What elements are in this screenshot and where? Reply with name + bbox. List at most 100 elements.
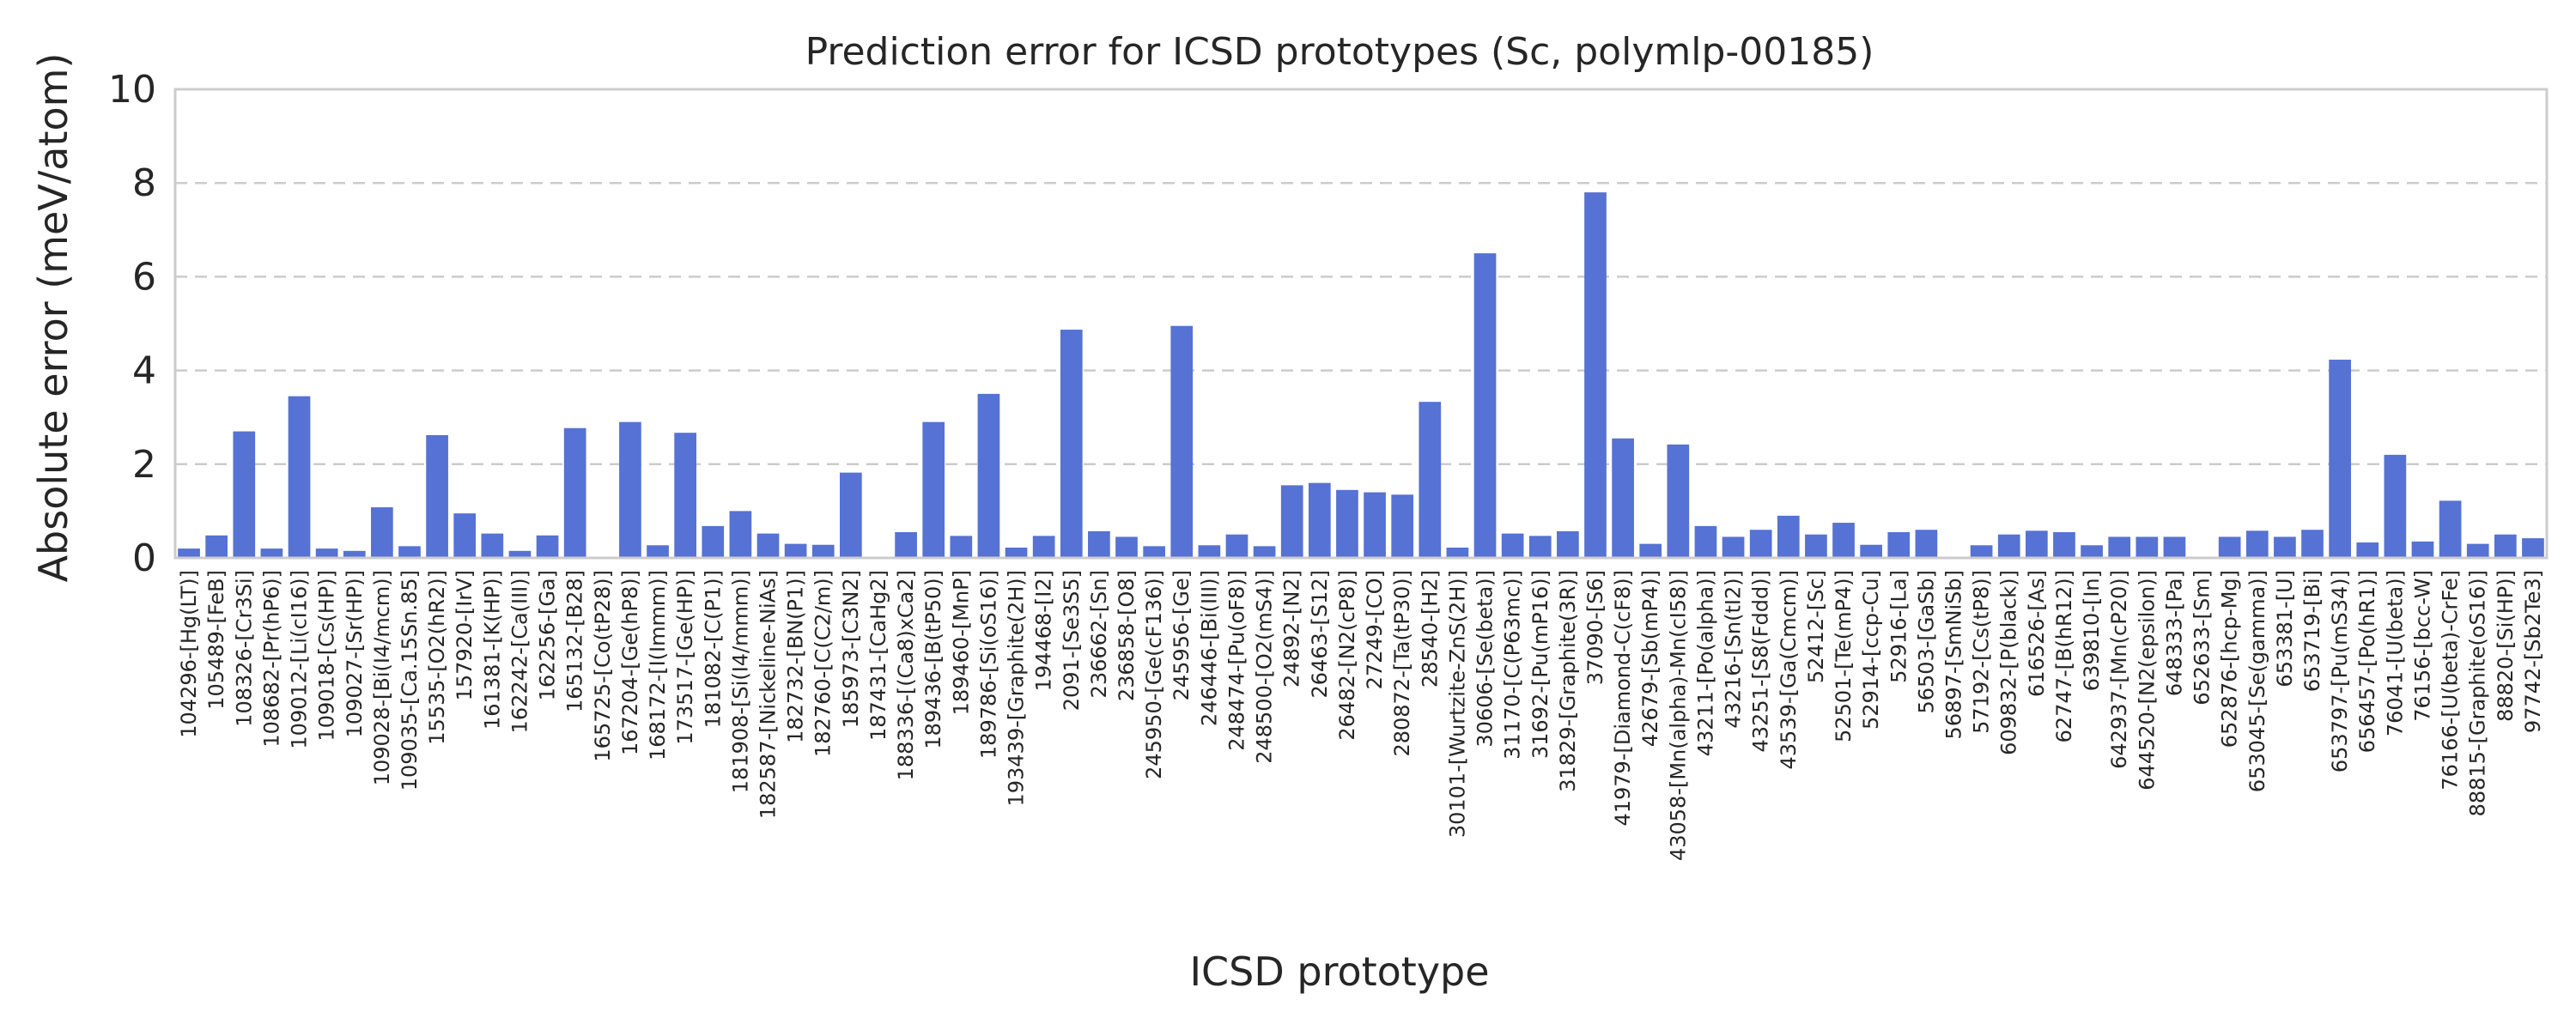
x-tick-label: 62747-[B(hR12)] xyxy=(2052,570,2076,742)
bar xyxy=(1088,530,1110,558)
x-tick-label: 642937-[Mn(cP20)] xyxy=(2107,570,2131,769)
x-tick-label: 109027-[Sr(HP)] xyxy=(343,570,367,737)
x-axis-ticks: 104296-[Hg(LT)] 105489-[FeB] 108326-[Cr3Si… xyxy=(177,570,2545,861)
bar xyxy=(2522,538,2544,558)
bar xyxy=(2494,534,2517,558)
bar xyxy=(288,396,311,558)
x-tick-label: 43058-[Mn(alpha)-Mn(cI58)] xyxy=(1666,570,1690,861)
bar xyxy=(343,550,366,558)
x-tick-label: 26482-[N2(cP8)] xyxy=(1335,570,1359,741)
bar xyxy=(1528,536,1552,558)
bar xyxy=(2081,545,2103,558)
bar xyxy=(2301,530,2324,558)
x-tick-label: 162256-[Ga] xyxy=(536,570,560,700)
bar xyxy=(508,550,532,558)
bar xyxy=(1446,547,1469,558)
bar xyxy=(315,548,338,558)
x-tick-label: 88820-[Si(HP)] xyxy=(2494,570,2518,722)
bar xyxy=(2218,536,2241,558)
bar xyxy=(784,543,807,558)
x-tick-label: 652633-[Sm] xyxy=(2190,570,2215,706)
x-tick-label: 108682-[Pr(hP6)] xyxy=(259,570,283,748)
bar xyxy=(674,433,696,558)
x-tick-label: 188336-[(Ca8)xCa2] xyxy=(894,570,918,780)
bars xyxy=(178,192,2544,558)
x-tick-label: 41979-[Diamond-C(cF8)] xyxy=(1611,570,1635,827)
x-tick-label: 187431-[CaHg2] xyxy=(866,570,890,741)
bar xyxy=(1997,534,2020,558)
x-tick-label: 27249-[CO] xyxy=(1363,570,1387,689)
bar xyxy=(1639,543,1662,558)
bar xyxy=(2163,536,2186,558)
x-tick-label: 182760-[C(C2/m)] xyxy=(811,570,835,757)
chart-title: Prediction error for ICSD prototypes (Sc… xyxy=(805,30,1874,74)
y-tick-label: 10 xyxy=(108,68,156,112)
plot-frame xyxy=(173,88,2549,560)
x-tick-label: 43216-[Sn(tI2)] xyxy=(1722,570,1746,729)
x-tick-label: 52916-[La] xyxy=(1886,570,1911,683)
x-tick-label: 653381-[U] xyxy=(2273,570,2297,688)
bar xyxy=(1777,515,1800,558)
x-tick-label: 76166-[U(beta)-CrFe] xyxy=(2439,570,2463,791)
x-tick-label: 88815-[Graphite(oS16)] xyxy=(2466,570,2490,816)
x-tick-label: 652876-[hcp-Mg] xyxy=(2218,570,2242,748)
bar xyxy=(563,427,586,558)
bar xyxy=(2274,536,2296,558)
bar xyxy=(895,531,917,558)
bar xyxy=(1225,534,1249,558)
x-tick-label: 193439-[Graphite(2H)] xyxy=(1005,570,1029,807)
bar xyxy=(1198,545,1221,558)
bar xyxy=(811,544,835,558)
x-tick-label: 189786-[Si(oS16)] xyxy=(976,570,1000,759)
x-tick-label: 97742-[Sb2Te3] xyxy=(2521,570,2545,733)
x-tick-label: 26463-[S12] xyxy=(1308,570,1332,699)
bar xyxy=(950,536,973,558)
x-tick-label: 24892-[N2] xyxy=(1280,570,1304,688)
bar xyxy=(702,525,725,558)
x-tick-label: 57192-[Cs(tP8)] xyxy=(1970,570,1994,734)
x-tick-label: 28540-[H2] xyxy=(1418,570,1442,688)
x-tick-label: 168172-[I(Immm)] xyxy=(646,570,670,760)
x-tick-label: 189460-[MnP] xyxy=(949,570,973,715)
x-tick-label: 182587-[Nickeline-NiAs] xyxy=(756,570,781,819)
x-tick-label: 42679-[Sb(mP4)] xyxy=(1638,570,1662,747)
x-tick-label: 236858-[O8] xyxy=(1115,570,1139,701)
x-tick-label: 181908-[Si(I4/mmm)] xyxy=(728,570,752,793)
bar xyxy=(1253,546,1276,558)
x-tick-label: 43251-[S8(Fddd)] xyxy=(1749,570,1773,752)
bar xyxy=(1005,547,1028,558)
x-tick-label: 105489-[FeB] xyxy=(204,570,228,710)
x-tick-label: 280872-[Ta(tP30)] xyxy=(1390,570,1414,757)
x-tick-label: 616526-[As] xyxy=(2025,570,2049,697)
bar xyxy=(756,533,780,558)
x-tick-label: 653797-[Pu(mS34)] xyxy=(2328,570,2352,772)
x-tick-label: 653045-[Se(gamma)] xyxy=(2245,570,2269,792)
x-tick-label: 76041-[U(beta)] xyxy=(2383,570,2407,736)
bar xyxy=(1336,489,1358,558)
x-tick-label: 173517-[Ge(HP)] xyxy=(673,570,697,745)
x-tick-label: 236662-[Sn] xyxy=(1087,570,1111,698)
x-tick-label: 245950-[Ge(cF136)] xyxy=(1142,570,1166,779)
bar xyxy=(1584,192,1607,558)
gridlines xyxy=(175,181,2547,466)
bar xyxy=(2136,536,2159,558)
bar xyxy=(371,507,393,558)
bar xyxy=(1419,402,1442,558)
x-tick-label: 157920-[IrV] xyxy=(453,570,477,700)
bar xyxy=(1143,546,1165,558)
bar xyxy=(2245,530,2269,558)
bar xyxy=(1032,536,1055,558)
bar xyxy=(2053,531,2075,558)
x-tick-label: 15535-[O2(hR2)] xyxy=(425,570,449,745)
x-tick-label: 181082-[C(P1)] xyxy=(701,570,725,728)
bar xyxy=(2411,541,2434,558)
bar xyxy=(1667,444,1690,558)
x-tick-label: 656457-[Po(hR1)] xyxy=(2355,570,2379,753)
bar xyxy=(205,535,228,558)
bar xyxy=(922,421,945,558)
x-tick-label: 648333-[Pa] xyxy=(2162,570,2186,696)
bar xyxy=(1887,531,1911,558)
bar xyxy=(453,513,477,558)
